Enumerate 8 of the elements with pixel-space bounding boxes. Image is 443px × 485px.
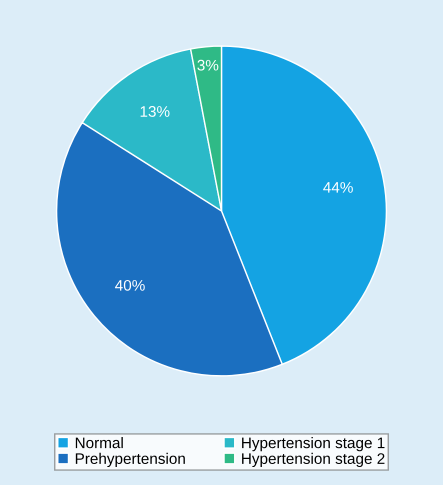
legend-label: Hypertension stage 2 xyxy=(242,452,384,468)
data-label: 40% xyxy=(115,280,145,291)
data-label: 13% xyxy=(140,106,170,117)
data-label: 44% xyxy=(323,182,353,193)
legend-label: Hypertension stage 1 xyxy=(242,437,384,452)
legend-label: Prehypertension xyxy=(76,452,185,468)
legend-label: Normal xyxy=(76,437,123,448)
data-label: 3% xyxy=(197,60,218,71)
